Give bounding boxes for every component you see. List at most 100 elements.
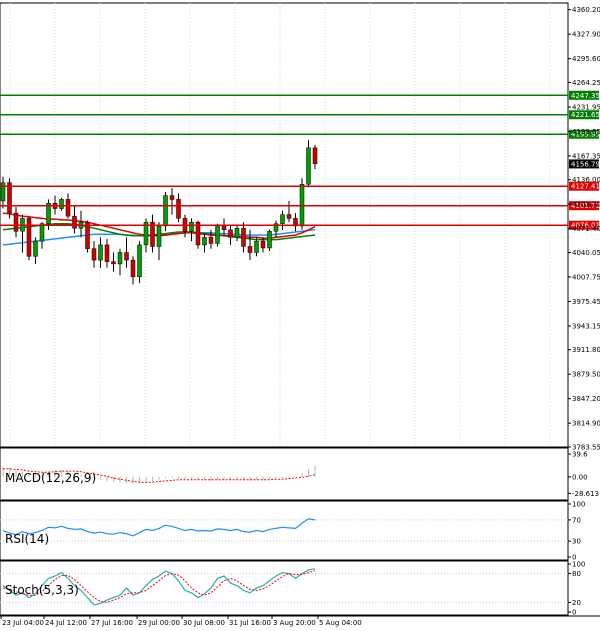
candle-body — [163, 195, 168, 227]
resistance-tag-label: 4195.95 — [571, 131, 600, 139]
candle-body — [111, 261, 116, 265]
stoch-tick-label: 20 — [572, 599, 581, 607]
candle-body — [13, 212, 19, 232]
rsi-line — [2, 518, 316, 537]
candle-body — [91, 248, 97, 261]
support-tag — [569, 220, 599, 230]
candle-body — [176, 199, 181, 219]
candle-body — [169, 195, 175, 200]
pane-frame-stoch — [0, 560, 569, 616]
rsi-tick-label: 30 — [572, 538, 581, 546]
rsi-tick-label: 70 — [572, 516, 581, 524]
price-tick-label: 4007.75 — [572, 273, 600, 281]
support-tag — [569, 201, 599, 211]
current-price-label: 4156.79 — [571, 160, 600, 168]
candle-body — [260, 240, 266, 249]
macd-tick-label: -28.613 — [572, 490, 599, 498]
candle-body — [7, 182, 12, 214]
candle-body — [124, 252, 129, 261]
candle-body — [72, 215, 77, 229]
stoch-tick-label: 0 — [572, 609, 576, 617]
stoch-title: Stoch(5,3,3) — [5, 583, 79, 597]
price-tick-label: 4040.05 — [572, 249, 600, 257]
candle-body — [234, 227, 240, 238]
pane-frame-rsi — [0, 500, 569, 561]
time-tick-label: 5 Aug 04:00 — [319, 619, 362, 627]
rsi-tick-label: 100 — [572, 501, 585, 509]
time-tick-label: 27 Jul 16:00 — [91, 619, 133, 627]
candle-body — [137, 244, 142, 278]
candle-body — [293, 218, 298, 227]
price-tick-label: 4360.20 — [572, 6, 600, 14]
macd-tick-label: 39.6 — [572, 451, 588, 459]
rsi-tick-label: 0 — [572, 554, 576, 562]
resistance-tag-label: 4221.65 — [571, 111, 600, 119]
time-tick-label: 3 Aug 20:00 — [273, 619, 316, 627]
candle-body — [150, 221, 155, 247]
price-tick-label: 3943.15 — [572, 322, 600, 330]
time-tick-label: 23 Jul 04:00 — [2, 619, 44, 627]
candle-body — [104, 244, 110, 262]
candle-body — [312, 147, 318, 165]
resistance-tag — [569, 90, 599, 100]
price-tick-label: 4295.60 — [572, 55, 600, 63]
candle-body — [85, 221, 90, 249]
candle-body — [98, 244, 103, 261]
candle-body — [280, 214, 285, 224]
price-tick-label: 3814.90 — [572, 420, 600, 428]
candle-body — [273, 223, 279, 232]
price-tick-label: 3911.80 — [572, 346, 600, 354]
candle-body — [117, 252, 123, 265]
candle-body — [254, 240, 259, 253]
resistance-tag-label: 4247.35 — [571, 92, 600, 100]
time-tick-label: 30 Jul 08:00 — [183, 619, 225, 627]
resistance-tag — [569, 129, 599, 139]
current-price-tag — [569, 159, 599, 169]
price-tick-label: 4199.65 — [572, 128, 600, 136]
price-levels: 4247.35 4221.65 4195.95 4127.41 4101.71 4076.… — [0, 90, 600, 230]
price-tick-label: 4071.40 — [572, 225, 600, 233]
candle-body — [306, 147, 311, 185]
stoch-k-line — [2, 568, 316, 606]
candle-body — [202, 237, 207, 246]
candle-body — [221, 225, 227, 231]
candle-body — [286, 214, 292, 219]
candle-body — [26, 218, 32, 257]
support-tag-label: 4076.01 — [571, 222, 600, 230]
time-tick-label: 29 Jul 00:00 — [138, 619, 180, 627]
stoch-tick-label: 80 — [572, 570, 581, 578]
candle-body — [247, 246, 253, 253]
time-tick-label: 24 Jul 12:00 — [45, 619, 87, 627]
stoch-d-line — [2, 570, 316, 603]
support-tag-label: 4127.41 — [571, 183, 600, 191]
price-tick-label: 4231.95 — [572, 103, 600, 111]
price-tick-label: 4327.90 — [572, 31, 600, 39]
candle-body — [130, 259, 136, 278]
macd-tick-label: 0.00 — [572, 473, 588, 481]
candle-body — [189, 221, 194, 232]
price-tick-label: 3975.45 — [572, 298, 600, 306]
price-tick-label: 4264.25 — [572, 79, 600, 87]
candle-body — [65, 199, 71, 217]
rsi-pane: 100 70 30 0 — [0, 501, 585, 562]
axes: 4360.20 4327.90 4295.60 4264.25 4231.95 4199.… — [0, 6, 600, 627]
resistance-tag — [569, 110, 599, 120]
support-tag — [569, 181, 599, 191]
macd-title: MACD(12,26,9) — [5, 471, 96, 485]
price-tick-label: 3847.20 — [572, 395, 600, 403]
candle-body — [59, 199, 64, 209]
candle-body — [267, 231, 272, 249]
price-tick-label: 4167.35 — [572, 152, 600, 160]
price-tick-label: 4103.70 — [572, 201, 600, 209]
pane-labels: MACD(12,26,9) RSI(14) Stoch(5,3,3) — [5, 471, 96, 597]
pane-frame-macd — [0, 447, 569, 501]
candle-body — [208, 237, 214, 244]
price-tick-label: 3783.55 — [572, 444, 600, 452]
rsi-title: RSI(14) — [5, 532, 49, 546]
candle-body — [46, 202, 51, 224]
stoch-tick-label: 100 — [572, 561, 585, 569]
candle-body — [195, 221, 201, 246]
macd-pane: 39.6 0.00 -28.613 — [2, 451, 599, 498]
candle-body — [33, 240, 38, 257]
